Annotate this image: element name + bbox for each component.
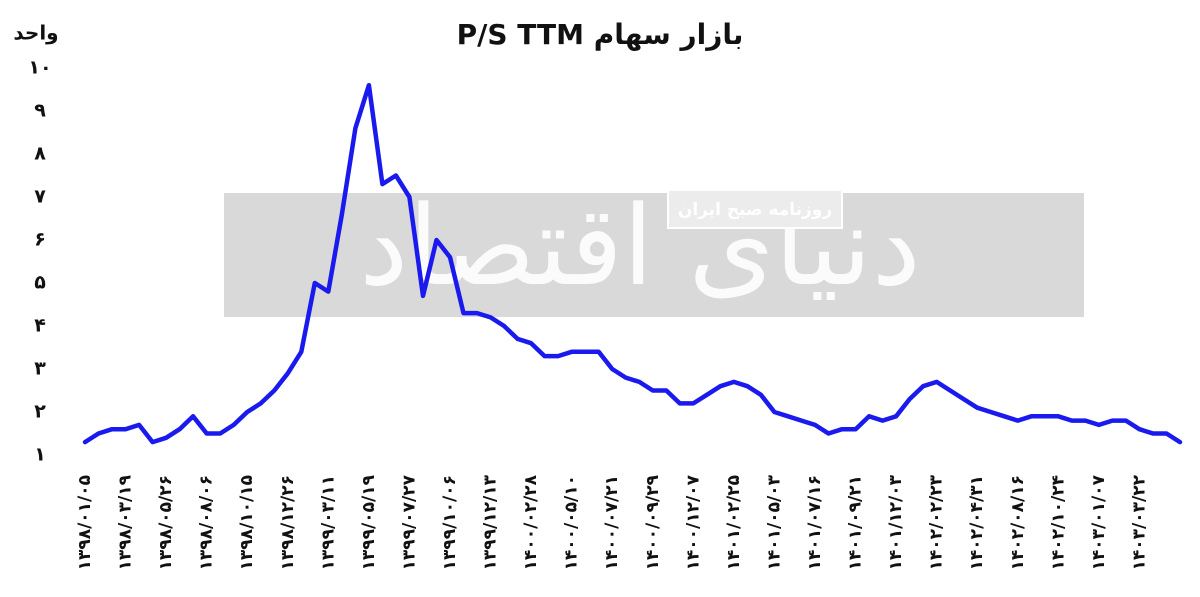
x-tick-label: ۱۳۹۹/۰۳/۱۱ [318, 475, 338, 570]
y-tick-label: ۳ [34, 358, 46, 380]
x-tick-label: ۱۳۹۸/۰۱/۰۵ [75, 475, 95, 570]
x-tick-label: ۱۴۰۳/۰۱/۰۷ [1089, 474, 1109, 570]
x-tick-label: ۱۴۰۱/۱۲/۰۳ [886, 474, 906, 570]
x-tick-label: ۱۳۹۹/۱۰/۰۶ [440, 475, 460, 570]
y-tick-label: ۷ [34, 186, 46, 208]
x-tick-label: ۱۴۰۰/۰۲/۲۸ [521, 474, 541, 570]
watermark-subtitle: روزنامه صبح ایران [678, 200, 832, 220]
y-tick-label: ۴ [34, 315, 46, 337]
x-tick-label: ۱۴۰۰/۰۵/۱۰ [562, 475, 582, 570]
chart-title: P/S TTM بازار سهام [457, 18, 744, 51]
x-tick-label: ۱۴۰۱/۰۷/۱۶ [805, 475, 825, 570]
x-tick-label: ۱۳۹۹/۱۲/۱۳ [481, 474, 501, 570]
x-tick-label: ۱۳۹۸/۱۲/۲۶ [278, 475, 298, 570]
y-tick-label: ۹ [34, 100, 46, 122]
watermark-band [224, 193, 1084, 317]
x-tick-label: ۱۴۰۲/۱۰/۲۴ [1048, 475, 1068, 570]
y-tick-label: ۸ [34, 143, 46, 165]
x-tick-label: ۱۳۹۸/۰۵/۲۶ [156, 475, 176, 570]
x-tick-label: ۱۴۰۱/۰۵/۰۳ [764, 474, 784, 570]
y-tick-label: ۵ [34, 272, 46, 294]
x-tick-label: ۱۳۹۸/۰۳/۱۹ [116, 474, 136, 570]
x-tick-label: ۱۴۰۰/۰۹/۲۹ [643, 474, 663, 570]
x-tick-label: ۱۴۰۱/۰۲/۲۵ [724, 475, 744, 570]
x-tick-label: ۱۳۹۹/۰۷/۲۷ [399, 474, 419, 570]
x-tick-label: ۱۴۰۲/۰۴/۳۱ [967, 475, 987, 570]
x-tick-label: ۱۳۹۸/۱۰/۱۵ [237, 475, 257, 570]
y-tick-label: ۲ [34, 401, 46, 423]
line-series [82, 82, 1183, 445]
x-tick-label: ۱۴۰۱/۰۹/۲۱ [846, 475, 866, 570]
x-tick-label: ۱۴۰۲/۰۲/۲۳ [927, 474, 947, 570]
x-tick-label: ۱۴۰۰/۱۲/۰۷ [683, 474, 703, 570]
watermark-box [667, 189, 843, 229]
y-tick-label: ۱ [34, 444, 46, 466]
y-tick-label: ۶ [34, 229, 46, 251]
x-tick-label: ۱۴۰۰/۰۷/۲۱ [602, 475, 622, 570]
y-axis-label: واحد [13, 21, 58, 45]
x-tick-label: ۱۳۹۸/۰۸/۰۶ [197, 475, 217, 570]
x-tick-label: ۱۳۹۹/۰۵/۱۹ [359, 474, 379, 570]
y-tick-label: ۱۰ [28, 57, 51, 79]
x-tick-label: ۱۴۰۲/۰۸/۱۶ [1008, 475, 1028, 570]
x-tick-label: ۱۴۰۳/۰۳/۲۲ [1129, 474, 1149, 570]
